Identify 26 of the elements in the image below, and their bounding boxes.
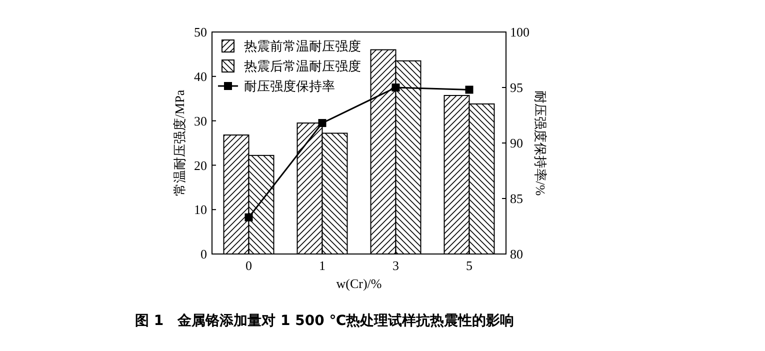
- legend-label: 热震前常温耐压强度: [244, 38, 361, 54]
- y2-tick-label: 95: [510, 80, 523, 96]
- y-tick-label: 10: [194, 202, 207, 218]
- y2-tick-label: 85: [510, 191, 523, 206]
- point: [244, 213, 253, 222]
- legend-label: 耐压强度保持率: [244, 78, 335, 94]
- y-tick-label: 20: [194, 158, 207, 173]
- legend-label: 热震后常温耐压强度: [244, 58, 361, 74]
- y-axis-title: 常温耐压强度/MPa: [172, 90, 187, 196]
- point: [392, 84, 400, 92]
- x-axis-title: w(Cr)/%: [336, 276, 382, 291]
- y-tick-label: 40: [194, 68, 207, 84]
- text: 图 1 金属铬添加量对 1 500 ℃热处理试样抗热震性的影响: [135, 313, 514, 329]
- y-tick-label: 50: [194, 24, 207, 40]
- y-tick-label: 30: [194, 113, 207, 128]
- y-tick-label: 0: [200, 246, 207, 262]
- x-tick-label: 5: [466, 258, 472, 273]
- point: [318, 119, 326, 128]
- x-tick-label: 3: [392, 258, 399, 273]
- y2-tick-label: 80: [510, 246, 523, 262]
- x-tick-label: 0: [246, 258, 252, 273]
- x-tick-label: 1: [319, 258, 326, 273]
- y2-axis-title: 耐压强度保持率/%: [533, 90, 548, 196]
- y2-tick-label: 100: [510, 24, 530, 40]
- y2-tick-label: 90: [510, 136, 523, 151]
- point: [465, 86, 474, 94]
